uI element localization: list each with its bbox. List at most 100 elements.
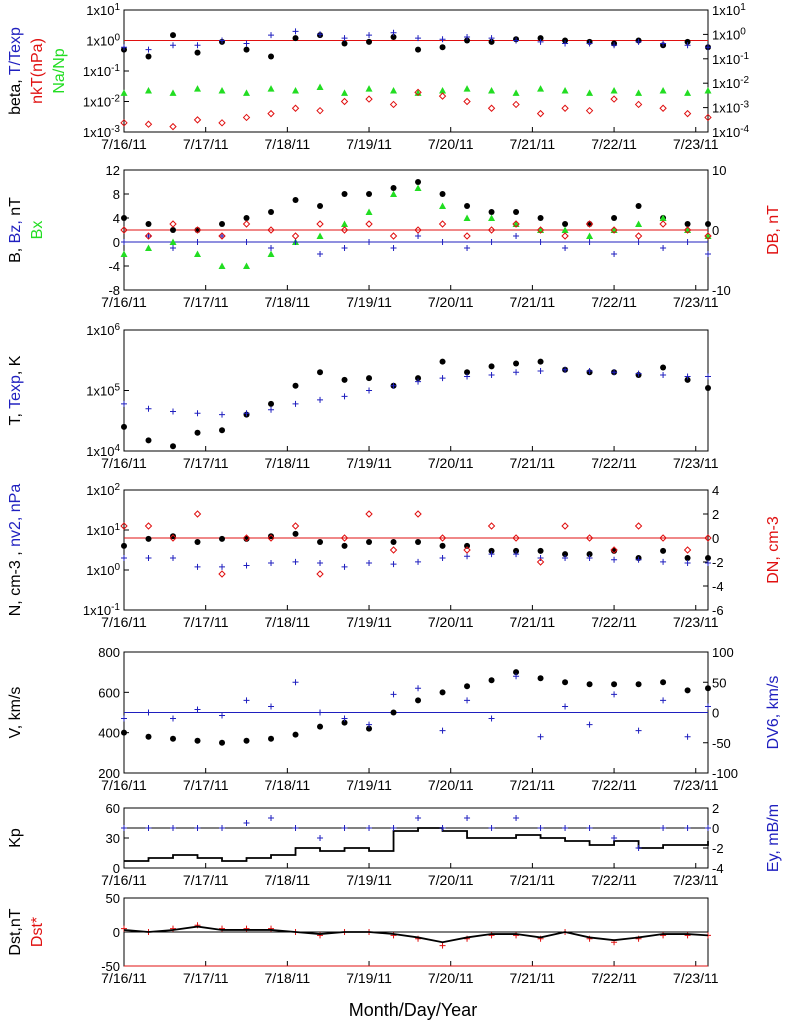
panel-p2-point-black — [705, 221, 711, 227]
panel-p1-point-red — [414, 88, 422, 97]
panel-p2-point-black — [170, 227, 177, 233]
panel-p2-point-blue — [121, 239, 127, 245]
panel-p1-point-green — [120, 89, 128, 96]
panel-p4-point-blue — [439, 554, 446, 561]
panel-p2-point-blue — [684, 239, 691, 245]
panel-p6-y2label: Ey, mB/m — [765, 804, 782, 872]
panel-p1-point-green — [684, 89, 692, 96]
panel-p4-point-black — [586, 551, 593, 558]
panel-p1-ylabel-2: nkT(nPa) — [29, 38, 46, 104]
panel-p4-point-blue — [121, 554, 127, 561]
panel-p7-xtick-label: 7/22/11 — [591, 970, 637, 986]
panel-p2-point-green — [463, 214, 471, 221]
panel-p1-point-green — [659, 87, 667, 94]
panel-p2-ytick-label: 12 — [106, 163, 120, 178]
panel-p4-point-black — [317, 539, 324, 546]
panel-p3-point-blue — [488, 372, 495, 379]
panel-p4-point-black — [660, 547, 667, 554]
panel-p5-xtick-label: 7/23/11 — [673, 777, 719, 793]
panel-p5-point-blue — [464, 697, 471, 704]
panel-p7-ylabel-2: Dst* — [29, 917, 46, 947]
panel-p3-point-blue — [145, 405, 152, 412]
panel-p4-point-red — [463, 546, 471, 554]
panel-p1-point-red — [683, 109, 692, 118]
panel-p1-point-blue — [145, 46, 152, 53]
panel-p5-point-black — [439, 689, 446, 696]
panel-p4-point-blue — [292, 558, 299, 565]
panel-p5-point-blue — [488, 715, 495, 722]
panel-p1-point-blue — [268, 32, 275, 39]
panel-p7-xtick-label: 7/23/11 — [673, 970, 719, 986]
panel-p1-point-black — [194, 49, 201, 56]
panel-p4-xtick-label: 7/20/11 — [428, 614, 474, 630]
panel-p4-xtick-label: 7/23/11 — [673, 614, 719, 630]
panel-p2-point-blue — [292, 239, 299, 245]
panel-p2-point-black — [635, 203, 642, 209]
panel-p4-y2tick-label: -6 — [712, 603, 724, 618]
panel-p4-xtick-label: 7/22/11 — [591, 614, 637, 630]
panel-p1-xtick-label: 7/17/11 — [183, 136, 229, 152]
panel-p4-point-black — [194, 539, 201, 546]
panel-p2-point-green — [635, 220, 643, 227]
panel-p1-point-blue — [366, 32, 373, 39]
panel-p5-point-blue — [660, 697, 667, 704]
panel-p1-point-black — [390, 34, 397, 41]
panel-p1-point-blue — [660, 40, 667, 47]
panel-p4-xtick-label: 7/21/11 — [510, 614, 556, 630]
panel-p2-point-black — [562, 221, 569, 227]
panel-p2-point-green — [169, 238, 177, 245]
panel-p1-point-blue — [439, 36, 446, 43]
panel-p4-frame — [123, 489, 709, 611]
panel-p2-point-blue — [194, 239, 201, 245]
panel-p2-point-blue — [660, 245, 667, 251]
panel-p1-point-red — [291, 104, 300, 112]
panel-p3-point-blue — [341, 393, 348, 400]
panel-p1-frame — [123, 9, 709, 133]
panel-p5-point-black — [684, 687, 691, 694]
panel-p5-y2tick-label: 0 — [712, 706, 719, 721]
panel-p1-xtick-label: 7/21/11 — [510, 136, 556, 152]
panel-p2-point-green — [365, 208, 373, 215]
panel-p2-point-black — [390, 185, 397, 191]
panel-p6-point-blue — [415, 815, 422, 821]
panel-p1-point-red — [634, 100, 643, 109]
panel-p4-point-black — [390, 539, 397, 546]
panel-p1-ytick-label: 1x101 — [86, 2, 120, 18]
panel-p2-point-green — [120, 250, 128, 257]
panel-p2-point-red — [365, 220, 373, 228]
panel-p5-point-black — [219, 739, 226, 746]
panel-p4-point-red — [365, 510, 373, 518]
panel-p4-ytick-label: 1x101 — [86, 522, 120, 538]
panel-p2-ytick-label: -4 — [108, 259, 120, 274]
panel-p1-point-green — [488, 87, 496, 94]
panel-p1-point-green — [463, 85, 471, 92]
x-axis-title: Month/Day/Year — [349, 1000, 477, 1020]
panel-p3-point-blue — [586, 368, 593, 375]
panel-p2-point-red — [634, 232, 643, 240]
panel-p4-point-red — [218, 570, 226, 578]
panel-p2-ytick-label: 8 — [113, 187, 120, 202]
panel-p2-point-black — [243, 215, 250, 221]
panel-p3-ytick-label: 1x106 — [86, 322, 120, 338]
panel-p2-point-red — [316, 220, 324, 228]
panel-p5-point-blue — [292, 679, 299, 686]
panel-p6-ytick-label: 30 — [106, 831, 120, 846]
panel-p2-point-red — [169, 220, 177, 228]
panel-p4-point-black — [219, 535, 226, 542]
panel-p1-point-red — [316, 106, 324, 115]
panel-p3-point-black — [268, 400, 275, 407]
panel-p2-point-green — [390, 190, 398, 197]
panel-p4-y2label: DN, cm-3 — [765, 516, 782, 584]
panel-p2-point-green — [439, 202, 447, 209]
panel-p6-xtick-label: 7/19/11 — [346, 872, 392, 888]
panel-p1-point-green — [586, 89, 594, 96]
panel-p6-point-blue — [194, 825, 201, 831]
panel-p7-xtick-label: 7/16/11 — [101, 970, 147, 986]
panel-p6-point-blue — [439, 825, 446, 831]
panel-p3-point-black — [219, 427, 226, 434]
panel-p3-point-blue — [611, 369, 618, 376]
panel-p5-ytick-label: 600 — [98, 685, 120, 700]
panel-p2-point-black — [488, 209, 495, 215]
panel-p1-point-red — [487, 104, 496, 112]
panel-p3-point-black — [439, 358, 446, 365]
